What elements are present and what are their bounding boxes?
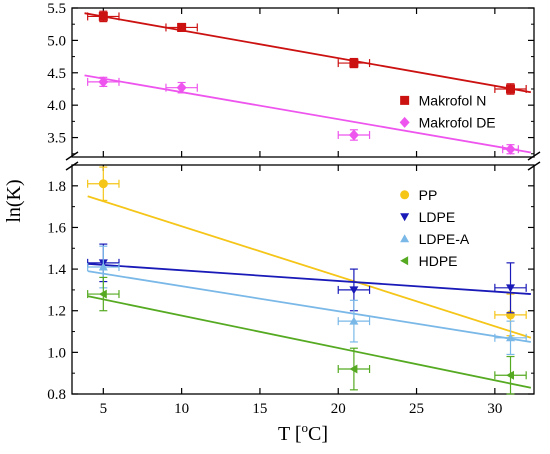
series-pp [87, 166, 532, 339]
legend-label: Makrofol DE [419, 114, 496, 130]
data-point [494, 355, 527, 395]
marker-triangle-left [349, 364, 358, 374]
marker-triangle-left [98, 289, 107, 299]
lower-panel: 0.8 1.0 1.2 1.4 1.6 1.8 PP LDPE LDPE-A HDPE [47, 164, 535, 403]
marker-diamond [399, 116, 410, 128]
data-point [87, 76, 120, 88]
marker-square [98, 11, 108, 21]
marker-triangle-up [349, 316, 359, 325]
marker-diamond [176, 82, 187, 94]
data-point [337, 129, 371, 141]
break-gap [527, 158, 541, 164]
x-title-text: T [ [278, 423, 302, 445]
series-makrofol-n [84, 10, 532, 95]
marker-triangle-down [506, 284, 516, 293]
data-point [337, 299, 371, 343]
x-title-unit: C] [308, 423, 328, 445]
data-point [165, 22, 198, 32]
y-tick-label: 1.2 [47, 304, 66, 320]
legend-label: Makrofol N [419, 92, 487, 108]
y-tick-label: 4.0 [47, 98, 66, 114]
x-axis-title: T [oC] [278, 420, 328, 445]
y-tick-label: 4.5 [47, 66, 66, 82]
data-point [337, 57, 371, 69]
marker-circle [400, 190, 410, 200]
series-makrofol-de [84, 74, 532, 155]
axis-break-marks [65, 151, 541, 171]
x-title-superscript: o [302, 420, 309, 435]
x-tick-label: 15 [252, 401, 267, 417]
series-ldpe [87, 243, 531, 314]
marker-square [400, 95, 410, 105]
legend-entry: HDPE [400, 253, 458, 269]
y-tick-label: 0.8 [47, 387, 66, 403]
y-tick-label: 5.0 [47, 33, 66, 49]
marker-triangle-left [506, 370, 515, 380]
y-axis-title: ln(K) [3, 179, 25, 222]
series-ldpe-a [87, 245, 532, 356]
x-axis: 5 10 15 20 25 30 [100, 401, 503, 417]
break-slash [527, 151, 541, 161]
legend-label: HDPE [419, 253, 458, 269]
upper-panel: 3.5 4.0 4.5 5.0 5.5 Makrofol N Makrofol DE [47, 1, 535, 158]
legend-label: LDPE [419, 209, 456, 225]
x-tick-label: 25 [409, 401, 424, 417]
data-point [494, 320, 527, 356]
legend-label: LDPE-A [419, 231, 470, 247]
y-tick-label: 5.5 [47, 1, 66, 17]
series-hdpe [87, 276, 532, 395]
data-point [87, 276, 120, 312]
marker-diamond [98, 76, 109, 88]
data-point [87, 10, 120, 23]
legend-label: PP [419, 187, 438, 203]
marker-diamond [348, 129, 359, 141]
marker-triangle-up [506, 333, 516, 342]
marker-triangle-up [400, 234, 410, 243]
marker-triangle-up [98, 262, 108, 271]
data-point [494, 83, 527, 95]
marker-triangle-down [400, 213, 410, 222]
fit-line [87, 270, 532, 343]
data-point [165, 81, 198, 94]
y-tick-label: 1.4 [47, 262, 66, 278]
fit-line [84, 12, 532, 94]
lower-frame [71, 164, 535, 395]
fit-line [87, 262, 531, 295]
y-tick-label: 1.0 [47, 345, 66, 361]
marker-square [506, 84, 516, 94]
data-point [337, 347, 371, 391]
x-tick-label: 30 [487, 401, 502, 417]
lower-legend: PP LDPE LDPE-A HDPE [400, 187, 470, 269]
break-slash [65, 151, 79, 161]
data-point [502, 143, 519, 155]
marker-triangle-left [400, 256, 409, 266]
marker-triangle-down [349, 286, 359, 295]
marker-square [177, 22, 187, 32]
break-slash [527, 161, 541, 171]
upper-legend: Makrofol N Makrofol DE [399, 92, 496, 130]
break-slash [65, 161, 79, 171]
y-tick-label: 1.8 [47, 179, 66, 195]
fit-line [87, 195, 532, 339]
fit-line [84, 74, 532, 154]
marker-square [349, 58, 359, 68]
upper-frame [71, 7, 535, 158]
marker-diamond [505, 143, 516, 155]
legend-entry: PP [400, 187, 437, 203]
legend-entry: LDPE-A [400, 231, 470, 247]
legend-entry: Makrofol DE [399, 114, 496, 130]
x-tick-label: 5 [100, 401, 108, 417]
x-tick-label: 10 [174, 401, 189, 417]
legend-entry: LDPE [400, 209, 455, 225]
y-tick-label: 3.5 [47, 131, 66, 147]
fit-line [87, 295, 532, 389]
legend-entry: Makrofol N [400, 92, 486, 108]
break-gap [65, 158, 79, 164]
x-tick-label: 20 [331, 401, 346, 417]
y-tick-label: 1.6 [47, 220, 66, 236]
marker-circle [98, 179, 108, 189]
data-point [494, 262, 527, 314]
data-point [87, 166, 120, 201]
